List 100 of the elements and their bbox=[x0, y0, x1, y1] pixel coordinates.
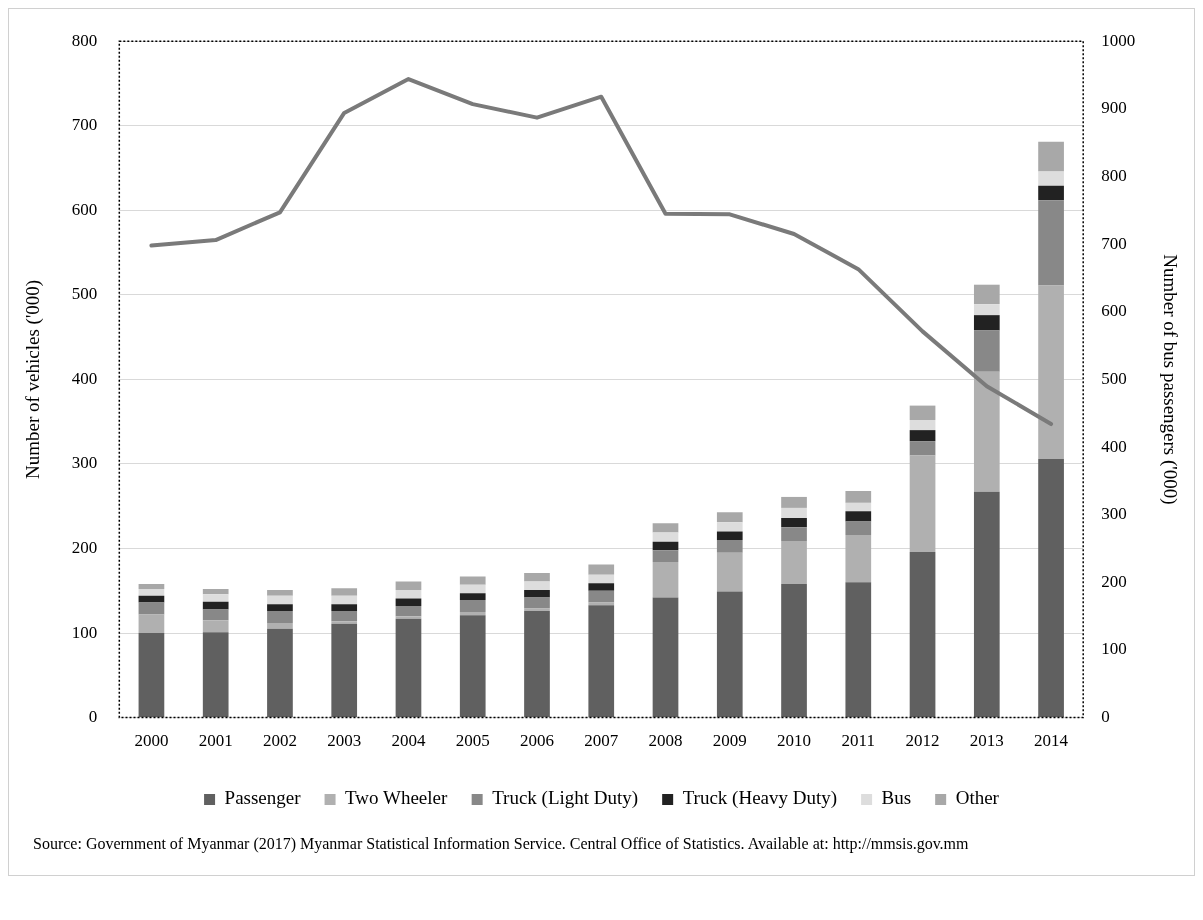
y2-tick-label: 900 bbox=[1101, 98, 1127, 118]
bar bbox=[459, 611, 486, 616]
bar bbox=[845, 502, 872, 512]
bar bbox=[331, 623, 358, 718]
bar bbox=[395, 605, 422, 617]
bar bbox=[909, 419, 936, 431]
bar bbox=[588, 590, 615, 603]
bar bbox=[524, 573, 550, 582]
bar bbox=[331, 604, 358, 612]
x-tick-label: 2007 bbox=[584, 731, 619, 751]
x-tick-label: 2011 bbox=[841, 731, 875, 751]
bar bbox=[267, 611, 293, 623]
bar bbox=[202, 609, 229, 621]
bar bbox=[138, 602, 165, 615]
bar bbox=[459, 593, 486, 601]
bar bbox=[459, 600, 486, 612]
bar bbox=[588, 574, 615, 584]
bar bbox=[716, 552, 743, 592]
y2-axis-title: Number of bus passengers ('000) bbox=[1158, 254, 1181, 505]
bar bbox=[524, 589, 550, 598]
bar bbox=[716, 591, 743, 718]
bar bbox=[138, 614, 165, 634]
bar bbox=[652, 597, 679, 718]
y-tick-label: 600 bbox=[71, 199, 98, 219]
bar bbox=[973, 304, 1000, 316]
bar bbox=[652, 562, 679, 598]
x-tick-label: 2005 bbox=[455, 731, 490, 751]
y2-tick-label: 800 bbox=[1101, 165, 1127, 185]
bar bbox=[973, 330, 1000, 372]
y-tick-label: 300 bbox=[71, 453, 98, 473]
bar bbox=[716, 522, 743, 532]
bar bbox=[459, 584, 486, 594]
bar bbox=[781, 540, 807, 585]
bar bbox=[781, 584, 807, 718]
y-tick-label: 0 bbox=[88, 707, 98, 727]
bar bbox=[973, 371, 1000, 492]
bar bbox=[909, 551, 936, 718]
x-tick-label: 2010 bbox=[777, 731, 812, 751]
bar bbox=[845, 582, 872, 718]
x-tick-label: 2006 bbox=[519, 731, 554, 751]
bar bbox=[588, 564, 615, 575]
x-tick-label: 2000 bbox=[134, 731, 169, 751]
bar bbox=[202, 594, 229, 602]
bar bbox=[138, 589, 165, 596]
y2-tick-label: 600 bbox=[1101, 301, 1127, 321]
bar bbox=[973, 491, 1000, 718]
bar bbox=[845, 521, 872, 535]
bar bbox=[716, 540, 743, 553]
bar bbox=[1038, 458, 1064, 718]
y2-tick-label: 300 bbox=[1101, 504, 1127, 524]
bar bbox=[1038, 171, 1064, 186]
x-tick-label: 2001 bbox=[198, 731, 233, 751]
bar bbox=[909, 455, 936, 552]
y2-tick-label: 700 bbox=[1101, 233, 1127, 253]
bar bbox=[1038, 285, 1064, 459]
bar bbox=[909, 430, 936, 442]
y2-tick-label: 100 bbox=[1101, 639, 1127, 659]
bar bbox=[716, 512, 743, 523]
bar bbox=[781, 507, 807, 519]
bar bbox=[331, 588, 358, 596]
y-axis-title: Number of vehicles ('000) bbox=[22, 279, 45, 479]
y2-tick-label: 1000 bbox=[1101, 30, 1136, 50]
legend-label: Other bbox=[955, 787, 1000, 809]
bar bbox=[909, 405, 936, 420]
bar bbox=[202, 601, 229, 610]
bar bbox=[524, 597, 550, 609]
x-tick-label: 2003 bbox=[327, 731, 362, 751]
bar bbox=[138, 633, 165, 718]
bar bbox=[395, 581, 422, 590]
y2-tick-label: 0 bbox=[1101, 707, 1110, 727]
legend-label: Bus bbox=[881, 787, 912, 809]
bar bbox=[652, 523, 679, 533]
bar bbox=[395, 616, 422, 619]
x-tick-label: 2004 bbox=[391, 731, 426, 751]
y2-tick-label: 500 bbox=[1101, 368, 1127, 388]
bar bbox=[395, 598, 422, 606]
bar bbox=[973, 284, 1000, 305]
bar bbox=[652, 532, 679, 542]
y-tick-label: 100 bbox=[71, 622, 98, 642]
bar bbox=[781, 496, 807, 508]
bar bbox=[395, 618, 422, 718]
bar bbox=[395, 589, 422, 599]
y-tick-label: 200 bbox=[71, 537, 98, 557]
bar bbox=[716, 531, 743, 541]
bar bbox=[588, 605, 615, 718]
source-note: Source: Government of Myanmar (2017) Myanmar Statistical Information Service. Central Office of Statistics. Available at: http://mmsis.gov.mm bbox=[32, 834, 970, 855]
bar bbox=[267, 589, 293, 596]
x-tick-label: 2002 bbox=[262, 731, 297, 751]
bar bbox=[202, 620, 229, 633]
bar bbox=[267, 595, 293, 605]
bar bbox=[845, 534, 872, 583]
bar bbox=[459, 576, 486, 585]
bar bbox=[1038, 185, 1064, 201]
bar bbox=[1038, 200, 1064, 286]
bar bbox=[331, 621, 358, 624]
y-tick-label: 700 bbox=[71, 115, 98, 135]
bar bbox=[459, 615, 486, 718]
legend-label: Two Wheeler bbox=[345, 787, 448, 809]
bar bbox=[909, 441, 936, 456]
x-tick-label: 2008 bbox=[648, 731, 683, 751]
